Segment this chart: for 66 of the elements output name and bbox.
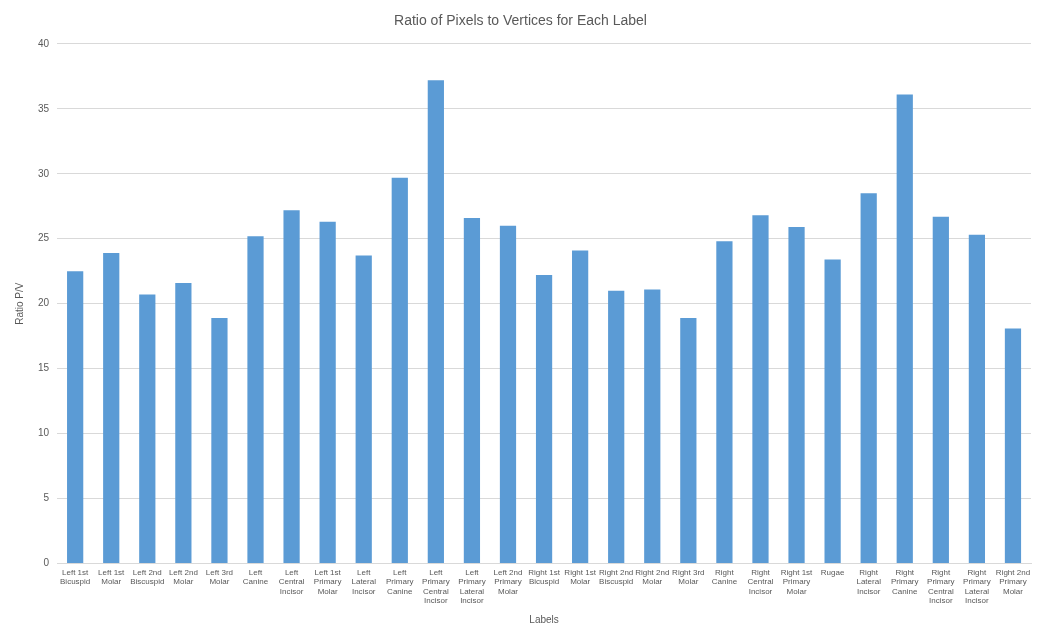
y-tick-label: 20	[38, 297, 50, 309]
x-tick-label: Left 1st Primary Molar	[313, 567, 342, 596]
x-tick-label: Left Lateral Incisor	[351, 567, 377, 596]
bar	[391, 177, 408, 564]
x-tick-label: Left Canine	[242, 567, 269, 587]
bar	[896, 94, 913, 564]
bar	[572, 250, 589, 564]
x-tick-label: Left Primary Central Incisor	[422, 567, 450, 606]
bar	[788, 227, 805, 564]
bar	[968, 234, 986, 564]
y-tick-label: 30	[38, 167, 50, 179]
bar	[103, 253, 120, 564]
bar	[427, 80, 444, 564]
y-tick-label: 0	[43, 557, 50, 569]
y-axis-title: Ratio P/V	[13, 282, 25, 325]
x-tick-label: Right 2nd Biscuspid	[599, 567, 634, 587]
bar	[752, 215, 769, 564]
x-tick-label: Left 2nd Biscuspid	[130, 567, 165, 587]
x-tick-label: Left Central Incisor	[278, 567, 305, 596]
bar	[67, 271, 84, 564]
x-tick-label: Right 1st Molar	[564, 567, 597, 587]
bar	[283, 210, 300, 564]
bar	[824, 259, 841, 564]
bar	[608, 290, 625, 564]
bar	[355, 255, 372, 564]
x-tick-label: Left 1st Molar	[98, 567, 126, 587]
y-tick-label: 15	[38, 362, 50, 374]
bar	[139, 294, 156, 564]
y-tick-label: 35	[38, 102, 50, 114]
x-tick-label: Right Canine	[711, 567, 738, 587]
x-tick-label: Right 2nd Molar	[635, 567, 670, 587]
x-tick-label: Right 2nd Primary Molar	[995, 567, 1031, 596]
x-tick-label: Right Primary Lateral Incisor	[963, 567, 991, 606]
y-tick-label: 5	[43, 492, 50, 504]
bar	[319, 221, 336, 564]
bar	[535, 275, 553, 564]
y-tick-label: 40	[38, 37, 50, 49]
bar	[932, 216, 949, 564]
x-tick-label: Left 2nd Molar	[168, 567, 198, 587]
bar	[247, 236, 264, 564]
x-tick-label: Left 1st Bicuspid	[60, 567, 91, 587]
x-axis-title: Labels	[529, 613, 559, 625]
x-tick-label: Left Primary Lateral Incisor	[458, 567, 486, 606]
bar	[175, 282, 192, 564]
chart-title: Ratio of Pixels to Vertices for Each Label	[394, 12, 647, 29]
bar	[499, 225, 517, 564]
x-tick-label: Right Primary Canine	[890, 567, 919, 596]
bar	[860, 193, 877, 564]
y-tick-label: 10	[38, 427, 50, 439]
bar	[463, 217, 481, 564]
x-tick-label: Right 3rd Molar	[672, 567, 705, 587]
x-tick-label: Right Central Incisor	[747, 567, 774, 596]
x-tick-label: Right 1st Bicuspid	[528, 567, 561, 587]
bar	[1004, 328, 1022, 564]
bar	[644, 289, 661, 564]
x-tick-label: Left Primary Canine	[386, 567, 414, 596]
x-tick-label: Rugae	[820, 567, 845, 577]
x-tick-label: Left 3rd Molar	[205, 567, 234, 587]
x-tick-label: Right Lateral Incisor	[856, 567, 882, 596]
bar	[211, 318, 228, 564]
x-tick-label: Right Primary Central Incisor	[927, 567, 955, 606]
bar	[716, 241, 733, 564]
y-tick-label: 25	[38, 232, 50, 244]
bar	[680, 318, 697, 564]
x-tick-label: Left 2nd Primary Molar	[493, 567, 523, 596]
x-tick-label: Right 1st Primary Molar	[780, 567, 814, 596]
